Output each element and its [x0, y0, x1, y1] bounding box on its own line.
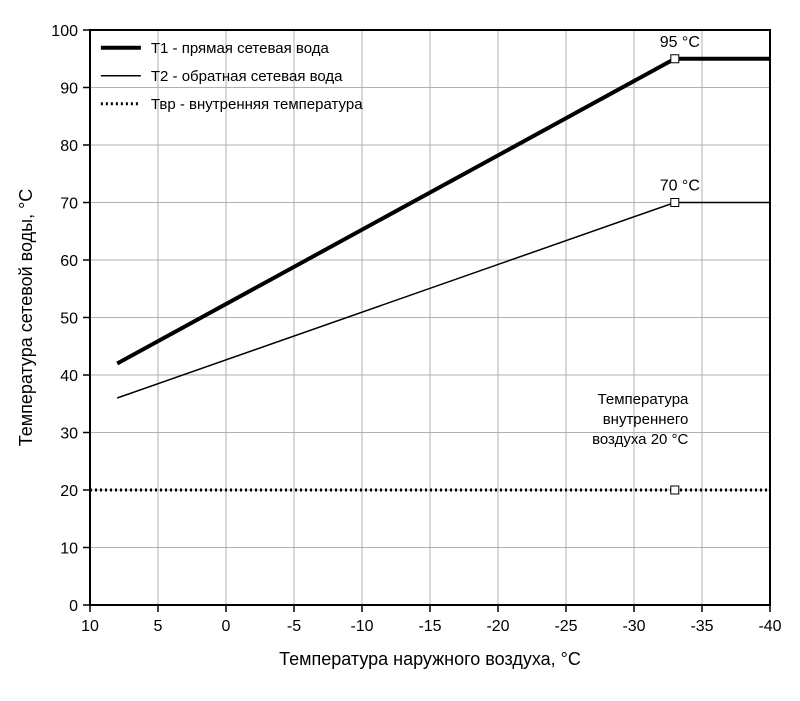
y-tick-label: 100 [51, 23, 78, 40]
x-tick-label: -35 [690, 618, 713, 635]
legend-label-T2: T2 - обратная сетевая вода [151, 68, 343, 85]
marker-label-T2: 70 °C [660, 178, 700, 195]
marker-T1 [671, 55, 679, 63]
annotation-line: воздуха 20 °C [592, 431, 688, 448]
x-tick-label: -15 [418, 618, 441, 635]
marker-Tvr [671, 486, 679, 494]
chart-background [0, 0, 800, 701]
y-tick-label: 40 [60, 368, 78, 385]
x-tick-label: -30 [622, 618, 645, 635]
annotation-line: Температура [598, 391, 690, 408]
x-tick-label: 0 [222, 618, 231, 635]
y-tick-label: 80 [60, 138, 78, 155]
marker-label-T1: 95 °C [660, 34, 700, 51]
x-tick-label: -5 [287, 618, 301, 635]
y-axis-label: Температура сетевой воды, °C [16, 189, 36, 447]
y-tick-label: 20 [60, 483, 78, 500]
x-tick-label: -10 [350, 618, 373, 635]
y-tick-label: 0 [69, 598, 78, 615]
y-tick-label: 30 [60, 426, 78, 443]
x-tick-label: -40 [758, 618, 781, 635]
chart-svg: 1050-5-10-15-20-25-30-35-400102030405060… [0, 0, 800, 701]
legend-label-T1: T1 - прямая сетевая вода [151, 40, 330, 57]
y-tick-label: 90 [60, 81, 78, 98]
x-tick-label: 10 [81, 618, 99, 635]
y-tick-label: 10 [60, 541, 78, 558]
y-tick-label: 60 [60, 253, 78, 270]
y-tick-label: 70 [60, 196, 78, 213]
marker-T2 [671, 199, 679, 207]
x-tick-label: -25 [554, 618, 577, 635]
annotation-line: внутреннего [603, 411, 689, 428]
x-axis-label: Температура наружного воздуха, °C [279, 649, 581, 669]
y-tick-label: 50 [60, 311, 78, 328]
x-tick-label: -20 [486, 618, 509, 635]
x-tick-label: 5 [154, 618, 163, 635]
legend-label-Tvr: Твр - внутренняя температура [151, 96, 363, 113]
chart-container: 1050-5-10-15-20-25-30-35-400102030405060… [0, 0, 800, 701]
